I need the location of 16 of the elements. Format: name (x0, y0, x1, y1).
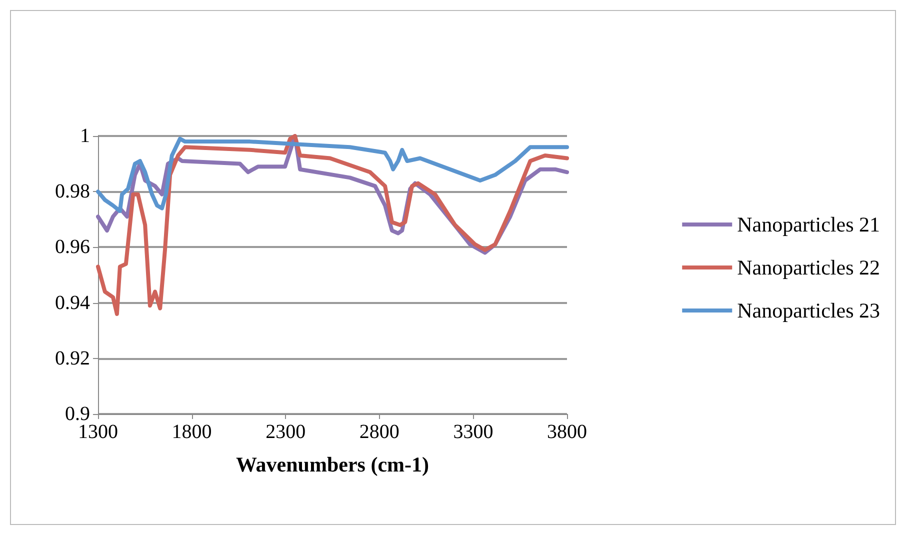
legend-label: Nanoparticles 21 (737, 212, 880, 236)
x-axis-title: Wavenumbers (cm-1) (236, 452, 430, 476)
y-tick-label: 0.96 (55, 236, 90, 258)
x-tick-label: 3300 (453, 421, 494, 443)
line-series (96, 134, 569, 316)
x-tick-label: 1800 (172, 421, 212, 443)
y-tick-label: 1 (80, 125, 90, 147)
y-tick-label: 0.92 (55, 347, 90, 370)
line-series (96, 136, 569, 214)
legend-label: Nanoparticles 23 (737, 298, 880, 322)
x-tick-label: 2800 (359, 421, 400, 443)
x-tick-label: 2300 (266, 421, 306, 443)
y-tick-label: 0.94 (55, 292, 90, 314)
y-tick-label: 0.98 (55, 180, 90, 203)
legend-label: Nanoparticles 22 (737, 256, 880, 280)
x-tick-label: 3800 (547, 421, 587, 443)
